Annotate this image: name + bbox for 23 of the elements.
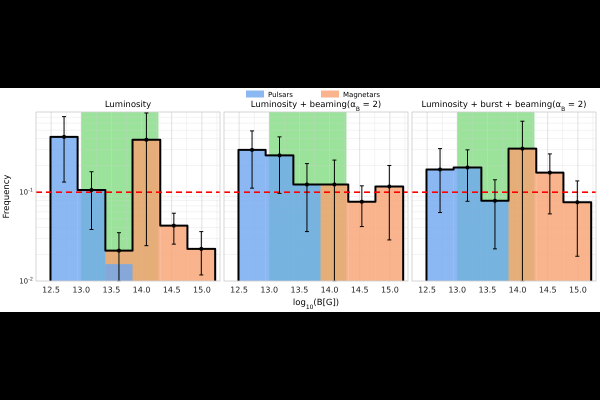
x-tick-label: 14.0 [132,286,150,295]
chart-title: Luminosity + burst + beaming(α$_{B}$ = 2) [422,100,586,112]
x-tick-label: 14.0 [320,286,338,295]
x-tick-label: 14.5 [350,286,369,295]
x-tick-label: 14.5 [538,286,557,295]
x-axis-title: log$_{10}$(B[G]) [292,298,340,310]
x-tick-label: 13.5 [478,286,496,295]
x-tick-label: 13.5 [290,286,308,295]
y-axis-title: Frequency [2,174,12,218]
chart-title: Luminosity [104,100,152,110]
x-tick-label: 14.5 [162,286,181,295]
x-tick-label: 12.5 [418,286,436,295]
x-tick-label: 12.5 [42,286,60,295]
x-tick-label: 14.0 [508,286,526,295]
chart-title: Luminosity + beaming(α$_{B}$ = 2) [250,100,382,112]
x-tick-label: 15.0 [192,286,211,295]
x-tick-label: 13.5 [102,286,120,295]
x-tick-label: 12.5 [230,286,248,295]
x-tick-label: 13.0 [72,286,90,295]
x-tick-label: 15.0 [568,286,587,295]
x-tick-label: 13.0 [260,286,278,295]
x-tick-label: 13.0 [448,286,466,295]
x-tick-label: 15.0 [380,286,399,295]
